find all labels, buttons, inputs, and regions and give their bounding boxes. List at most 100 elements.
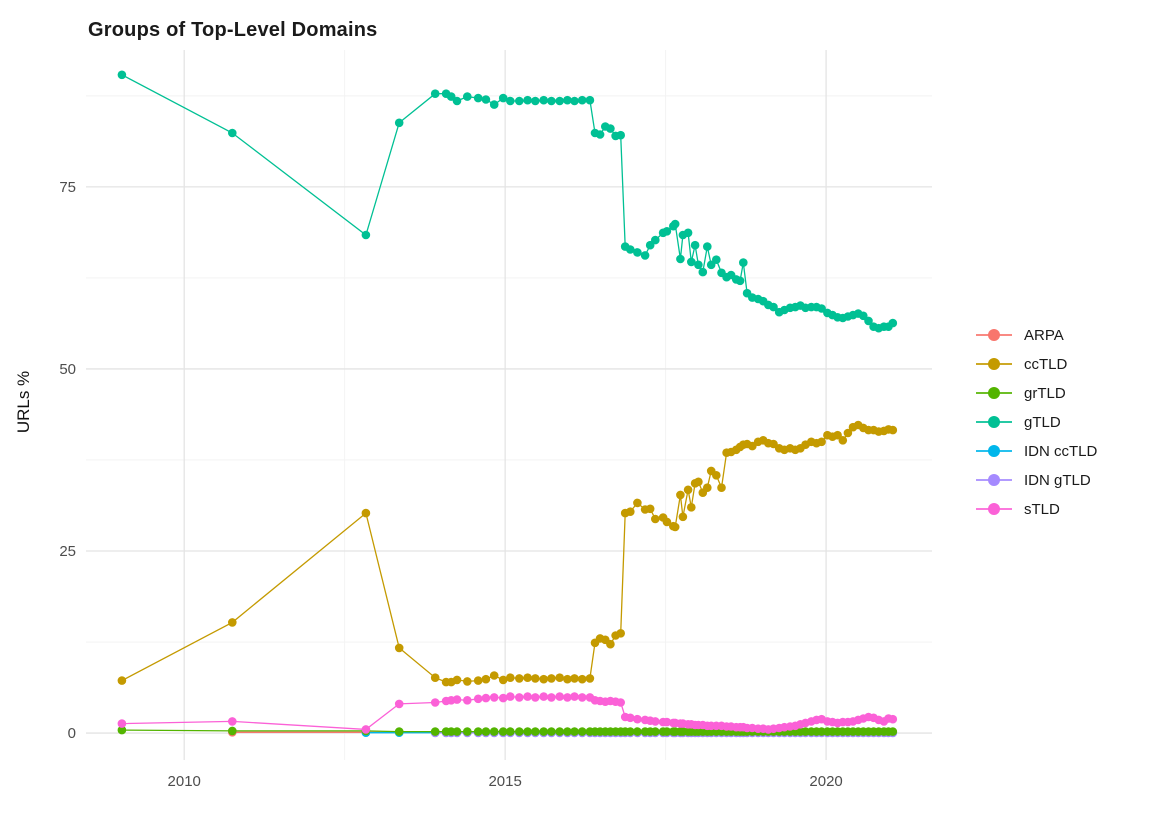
legend-key-icon <box>976 442 1012 460</box>
data-point <box>481 674 491 684</box>
data-point <box>662 727 672 736</box>
data-point <box>651 727 660 736</box>
data-point <box>616 629 625 638</box>
data-point <box>489 727 499 736</box>
data-point <box>539 95 548 105</box>
data-point <box>489 671 499 680</box>
data-point <box>735 276 745 286</box>
data-point <box>888 425 898 435</box>
data-point <box>626 727 635 736</box>
data-point <box>361 230 371 240</box>
data-point <box>555 96 564 106</box>
data-point <box>570 96 579 106</box>
data-point <box>640 251 650 260</box>
legend-key-icon <box>976 413 1012 431</box>
series-gtld <box>117 70 898 333</box>
data-point <box>717 483 726 493</box>
data-point <box>694 477 703 487</box>
data-point <box>463 677 472 686</box>
data-point <box>430 698 440 707</box>
data-point <box>676 254 685 264</box>
data-point <box>694 260 703 270</box>
data-point <box>547 693 556 702</box>
data-point <box>595 130 605 139</box>
data-point <box>452 675 462 685</box>
data-point <box>547 674 556 683</box>
data-point <box>515 96 524 106</box>
data-point <box>555 673 564 682</box>
data-point <box>687 503 696 512</box>
data-point <box>506 727 515 736</box>
legend-key-icon <box>976 384 1012 402</box>
data-point <box>481 727 491 736</box>
legend-item-label: gTLD <box>1024 413 1061 431</box>
data-point <box>515 674 524 683</box>
data-point <box>473 727 483 736</box>
data-point <box>228 128 237 138</box>
data-point <box>678 512 688 522</box>
data-point <box>616 130 625 140</box>
data-point <box>843 428 853 438</box>
data-point <box>394 643 404 653</box>
data-point <box>888 727 898 736</box>
data-point <box>683 485 693 495</box>
data-point <box>577 693 587 702</box>
data-point <box>117 719 127 728</box>
data-point <box>498 93 508 103</box>
data-point <box>670 219 680 229</box>
data-point <box>570 692 579 701</box>
legend-item-grtld: grTLD <box>976 384 1097 402</box>
data-point <box>481 95 491 104</box>
data-point <box>523 692 532 701</box>
legend-item-label: ccTLD <box>1024 355 1068 373</box>
data-point <box>489 100 499 109</box>
data-point <box>394 118 404 128</box>
data-point <box>739 258 748 267</box>
data-point <box>555 727 564 736</box>
y-axis-tick-label: 50 <box>59 361 76 378</box>
data-point <box>817 437 826 447</box>
data-point <box>430 727 440 736</box>
data-point <box>888 318 898 328</box>
data-point <box>626 713 635 723</box>
data-point <box>394 727 404 736</box>
data-point <box>698 267 708 277</box>
data-point <box>577 95 587 105</box>
legend-item-gtld: gTLD <box>976 413 1097 431</box>
data-point <box>687 257 696 267</box>
data-point <box>117 676 127 685</box>
legend-item-label: IDN gTLD <box>1024 471 1091 489</box>
y-axis-tick-label: 0 <box>68 725 76 742</box>
gridlines-minor <box>86 50 932 760</box>
data-point <box>838 436 848 445</box>
data-point <box>670 522 680 532</box>
legend-key-icon <box>976 326 1012 344</box>
data-point <box>616 698 625 707</box>
legend-item-stld: sTLD <box>976 500 1097 518</box>
legend-item-label: sTLD <box>1024 500 1060 518</box>
data-point <box>506 96 515 106</box>
data-point <box>555 692 564 701</box>
data-point <box>361 725 371 734</box>
data-point <box>633 714 642 724</box>
data-point <box>228 618 237 627</box>
x-axis-tick-label: 2020 <box>809 773 842 790</box>
data-point <box>539 727 548 736</box>
legend-key-icon <box>976 471 1012 489</box>
data-point <box>452 727 462 736</box>
data-point <box>712 255 721 264</box>
legend-item-label: IDN ccTLD <box>1024 442 1098 460</box>
y-axis-tick-label: 75 <box>59 179 76 196</box>
data-point <box>515 693 524 702</box>
data-point <box>473 93 483 103</box>
data-point <box>703 483 712 493</box>
data-point <box>570 674 579 683</box>
data-point <box>523 727 532 736</box>
x-axis-tick-label: 2015 <box>488 773 521 790</box>
data-point <box>498 675 508 685</box>
data-point <box>117 70 127 80</box>
data-point <box>626 507 635 516</box>
data-point <box>712 471 721 480</box>
data-point <box>452 695 462 704</box>
